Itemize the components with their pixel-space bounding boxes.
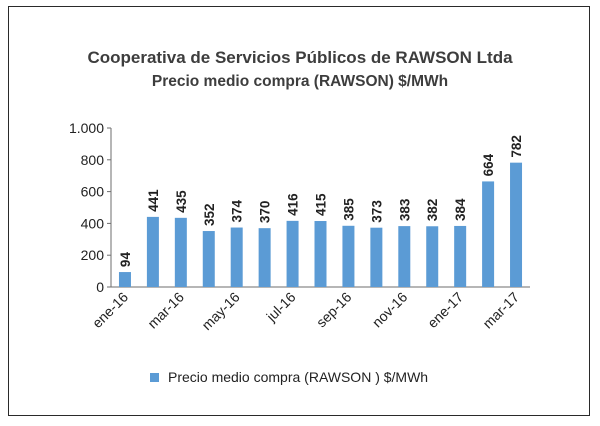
data-label: 435: [174, 190, 189, 213]
bar: [426, 226, 439, 287]
data-label: 383: [397, 198, 412, 221]
y-tick-label: 600: [81, 184, 105, 200]
legend: Precio medio compra (RAWSON ) $/MWh: [150, 368, 428, 386]
bar: [314, 221, 327, 287]
x-tick-label: sep-16: [313, 289, 355, 331]
x-tick-label: ene-17: [424, 289, 466, 331]
data-label: 385: [341, 198, 356, 221]
y-tick-label: 400: [81, 215, 105, 231]
data-label: 415: [314, 193, 329, 216]
legend-label: Precio medio compra (RAWSON ) $/MWh: [168, 369, 429, 385]
bar: [370, 227, 383, 287]
data-label: 441: [146, 189, 161, 212]
data-label: 94: [118, 252, 133, 268]
bar: [482, 181, 495, 287]
bar: [230, 227, 243, 287]
bar: [258, 228, 271, 287]
bar: [118, 272, 131, 287]
bar: [342, 225, 355, 287]
bar: [174, 217, 187, 287]
x-tick-label: nov-16: [369, 289, 411, 331]
data-label: 374: [230, 200, 245, 223]
y-tick-label: 1.000: [69, 120, 104, 136]
x-tick-label: mar-17: [479, 289, 522, 332]
data-label: 370: [258, 201, 273, 224]
x-tick-label: mar-16: [144, 289, 187, 332]
data-label: 384: [453, 198, 468, 221]
legend-swatch: [150, 372, 159, 382]
data-label: 664: [481, 153, 496, 176]
bar: [398, 226, 411, 287]
y-tick-label: 800: [81, 152, 105, 168]
bars: [118, 162, 523, 287]
bar: [454, 225, 467, 287]
data-label: 416: [286, 193, 301, 216]
x-tick-label: ene-16: [89, 289, 131, 331]
y-tick-label: 0: [96, 279, 104, 295]
chart-subtitle: Precio medio compra (RAWSON) $/MWh: [151, 73, 449, 90]
x-tick-label: jul-16: [262, 289, 298, 325]
data-label: 382: [425, 199, 440, 222]
bar: [510, 162, 523, 287]
chart-title: Cooperativa de Servicios Públicos de RAW…: [87, 48, 513, 67]
data-label: 352: [202, 204, 217, 227]
data-labels: 94 441 435 352 374 370 416 415 385 373 383 382 384 66…: [118, 135, 524, 267]
data-label: 373: [369, 200, 384, 223]
bar: [202, 231, 215, 287]
bar: [286, 220, 299, 287]
bar: [146, 216, 159, 287]
y-tick-label: 200: [81, 247, 105, 263]
x-tick-label: may-16: [198, 289, 242, 333]
data-label: 782: [509, 135, 524, 158]
